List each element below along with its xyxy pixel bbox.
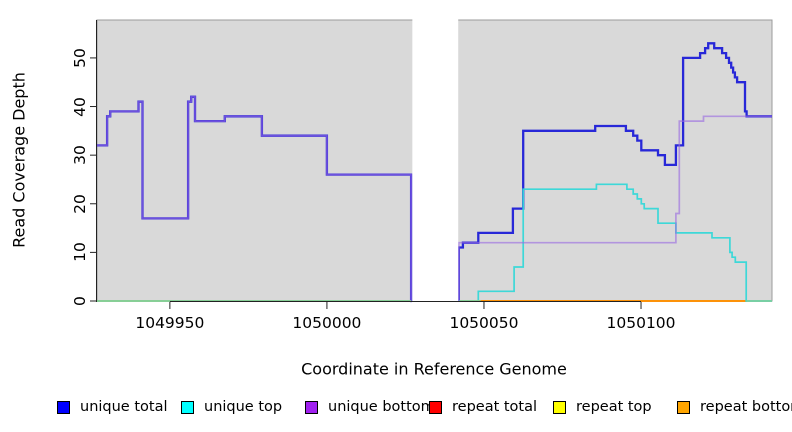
legend-item-repeat-total: repeat total bbox=[429, 399, 537, 415]
legend-swatch bbox=[57, 400, 70, 414]
legend-label: unique total bbox=[80, 399, 168, 415]
y-tick-label: 30 bbox=[71, 145, 89, 166]
legend: unique total unique top unique bottom repea… bbox=[0, 396, 792, 424]
y-tick-label: 0 bbox=[71, 296, 89, 306]
series-line-unique-bottom bbox=[97, 95, 412, 302]
legend-swatch bbox=[677, 400, 690, 414]
legend-item-repeat-bottom: repeat bottom bbox=[677, 399, 792, 415]
legend-label: unique top bbox=[204, 399, 283, 415]
legend-label: repeat bottom bbox=[700, 399, 792, 415]
legend-swatch bbox=[429, 400, 442, 414]
legend-label: repeat total bbox=[452, 399, 538, 415]
legend-label: unique bottom bbox=[328, 399, 435, 415]
legend-swatch bbox=[553, 400, 566, 414]
legend-item-unique-total: unique total bbox=[57, 399, 168, 415]
legend-item-unique-bottom: unique bottom bbox=[305, 399, 435, 415]
x-axis-label: Coordinate in Reference Genome bbox=[301, 359, 567, 379]
x-tick-label: 1050100 bbox=[606, 314, 676, 332]
legend-swatch bbox=[305, 400, 318, 414]
x-tick-label: 1050050 bbox=[449, 314, 519, 332]
y-tick-label: 10 bbox=[71, 242, 89, 263]
masked-region bbox=[412, 12, 459, 303]
legend-label: repeat top bbox=[576, 399, 652, 415]
series-line-unique-top bbox=[458, 183, 772, 302]
y-tick-label: 50 bbox=[71, 48, 89, 68]
y-tick-label: 20 bbox=[71, 193, 89, 214]
y-tick-label: 40 bbox=[71, 96, 89, 117]
legend-swatch bbox=[181, 400, 194, 414]
y-axis-label: Read Coverage Depth bbox=[9, 72, 29, 248]
x-tick-label: 1049950 bbox=[135, 314, 205, 332]
series-line-unique-bottom bbox=[457, 115, 772, 301]
legend-item-unique-top: unique top bbox=[181, 399, 282, 415]
legend-item-repeat-top: repeat top bbox=[553, 399, 652, 415]
x-tick-label: 1050000 bbox=[292, 314, 362, 332]
series-line-unique-total bbox=[457, 42, 772, 301]
